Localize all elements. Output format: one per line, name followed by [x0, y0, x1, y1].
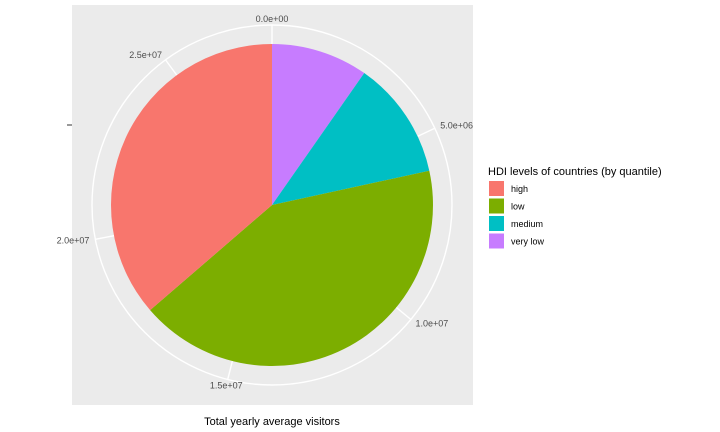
legend-swatch-very-low: [489, 233, 504, 249]
legend-title: HDI levels of countries (by quantile): [488, 166, 662, 178]
tick-label: 0.0e+00: [256, 14, 289, 24]
tick-label: 2.5e+07: [129, 50, 162, 60]
tick-label: 1.5e+07: [210, 380, 243, 390]
angular-tick-labels: 0.0e+00 5.0e+06 1.0e+07 1.5e+07 2.0e+07 2.5e+…: [57, 14, 473, 390]
pie-slices: [111, 44, 433, 366]
x-axis-title: Total yearly average visitors: [204, 416, 340, 428]
legend-swatch-low: [489, 198, 504, 214]
legend-label: high: [511, 184, 528, 194]
tick-label: 5.0e+06: [440, 121, 473, 131]
pie-slice-high: [111, 44, 273, 311]
legend: HDI levels of countries (by quantile) hi…: [488, 166, 662, 249]
legend-label: very low: [511, 237, 545, 247]
legend-label: low: [511, 202, 525, 212]
tick-label: 2.0e+07: [57, 236, 90, 246]
pie-slice-very-low: [272, 44, 365, 205]
pie-slice-low: [150, 170, 433, 366]
legend-label: medium: [511, 219, 543, 229]
legend-swatch-medium: [489, 216, 504, 231]
legend-swatch-high: [489, 181, 504, 196]
pie-slice-medium: [272, 73, 430, 205]
tick-label: 1.0e+07: [416, 318, 449, 328]
